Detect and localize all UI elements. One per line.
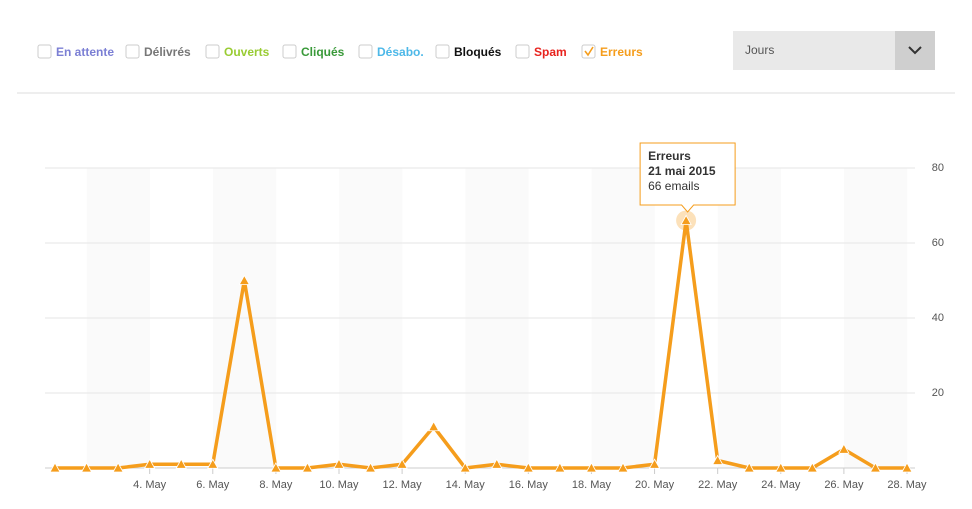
marker bbox=[270, 462, 282, 473]
filter-label[interactable]: Délivrés bbox=[144, 45, 191, 59]
y-tick-label: 80 bbox=[932, 162, 944, 174]
filter-label[interactable]: Bloqués bbox=[454, 45, 502, 59]
line-series bbox=[55, 218, 907, 470]
x-tick-label: 18. May bbox=[572, 479, 612, 491]
marker bbox=[80, 462, 93, 473]
marker bbox=[333, 458, 345, 469]
marker bbox=[869, 462, 882, 473]
checkbox[interactable] bbox=[37, 44, 52, 59]
x-tick-label: 24. May bbox=[761, 479, 801, 491]
checkbox[interactable] bbox=[581, 44, 596, 59]
x-tick-label: 10. May bbox=[319, 479, 359, 491]
x-tick-label: 20. May bbox=[635, 479, 675, 491]
y-tick-label: 60 bbox=[932, 237, 944, 249]
marker bbox=[680, 214, 692, 225]
marker bbox=[143, 458, 156, 469]
filter-label[interactable]: Ouverts bbox=[224, 45, 270, 59]
x-tick-label: 6. May bbox=[196, 479, 230, 491]
marker bbox=[711, 454, 724, 465]
marker bbox=[522, 462, 535, 473]
marker bbox=[396, 458, 408, 469]
tooltip-box bbox=[639, 142, 736, 213]
marker bbox=[838, 443, 850, 454]
dropdown-label: Jours bbox=[745, 43, 774, 57]
dropdown-button[interactable] bbox=[895, 31, 935, 70]
marker bbox=[617, 462, 629, 473]
marker bbox=[554, 462, 566, 473]
checkbox[interactable] bbox=[358, 44, 373, 59]
marker bbox=[901, 462, 913, 473]
marker bbox=[743, 462, 755, 473]
y-tick-label: 40 bbox=[932, 312, 944, 324]
tooltip-title: Erreurs bbox=[648, 149, 691, 163]
checkbox[interactable] bbox=[515, 44, 530, 59]
marker bbox=[806, 462, 819, 473]
x-tick-label: 16. May bbox=[509, 479, 549, 491]
marker bbox=[112, 462, 124, 473]
checkbox[interactable] bbox=[282, 44, 297, 59]
marker bbox=[585, 462, 598, 473]
x-tick-label: 28. May bbox=[887, 479, 927, 491]
x-tick-label: 8. May bbox=[259, 479, 293, 491]
x-tick-label: 12. May bbox=[383, 479, 423, 491]
x-tick-label: 4. May bbox=[133, 479, 167, 491]
marker bbox=[49, 462, 61, 473]
x-tick-label: 26. May bbox=[824, 479, 864, 491]
marker bbox=[364, 462, 377, 473]
marker bbox=[427, 420, 440, 432]
filter-label[interactable]: Spam bbox=[534, 45, 567, 59]
marker bbox=[459, 462, 471, 473]
chevron bbox=[908, 46, 922, 55]
marker bbox=[301, 462, 314, 473]
x-tick-label: 14. May bbox=[446, 479, 486, 491]
checkbox[interactable] bbox=[435, 44, 450, 59]
checkmark bbox=[584, 46, 594, 57]
filter-label[interactable]: Désabo. bbox=[377, 45, 424, 59]
marker bbox=[238, 274, 251, 285]
filter-label[interactable]: Cliqués bbox=[301, 45, 345, 59]
tooltip-value: 66 emails bbox=[648, 179, 699, 193]
marker bbox=[207, 458, 219, 469]
marker bbox=[491, 458, 503, 469]
checkbox[interactable] bbox=[125, 44, 140, 59]
marker bbox=[175, 458, 187, 469]
filter-label[interactable]: En attente bbox=[56, 45, 114, 59]
tooltip-date: 21 mai 2015 bbox=[648, 164, 716, 178]
filter-label[interactable]: Erreurs bbox=[600, 45, 643, 59]
y-tick-label: 20 bbox=[932, 387, 944, 399]
marker bbox=[648, 458, 661, 469]
checkbox[interactable] bbox=[205, 44, 220, 59]
x-tick-label: 22. May bbox=[698, 479, 738, 491]
marker bbox=[775, 462, 787, 473]
dropdown[interactable]: Jours bbox=[733, 31, 935, 70]
